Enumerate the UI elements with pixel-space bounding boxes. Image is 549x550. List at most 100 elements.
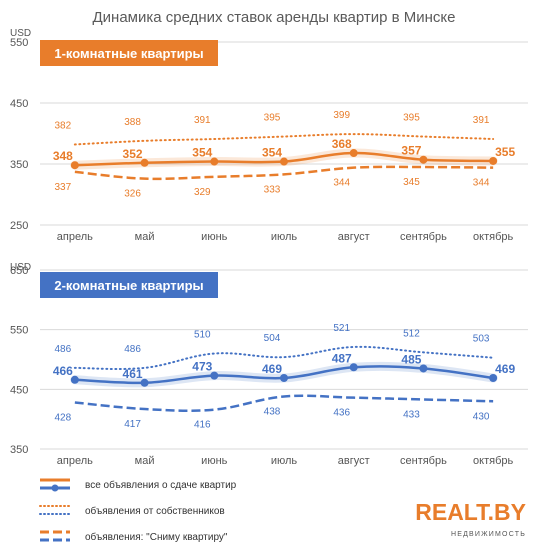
- panel-2-room: USD 350 450 550 650 2-комнатные квартиры 46…: [10, 262, 528, 467]
- chart-title: Динамика средних ставок аренды квартир в…: [93, 9, 456, 26]
- data-point: [140, 378, 149, 387]
- data-label: 399: [333, 110, 350, 121]
- y-ticks-1-room: 250 350 450 550: [10, 37, 28, 232]
- data-label: 357: [401, 144, 421, 158]
- y-ticks-2-room: 350 450 550 650: [10, 265, 28, 456]
- grid-2-room: [40, 269, 528, 450]
- data-label: 391: [473, 115, 490, 126]
- data-label: 428: [55, 412, 72, 423]
- panel-badge-1-room: [40, 40, 218, 66]
- data-labels-1-room: 348 352 354 354 368 357 355 382 388 391 395 399 395 3…: [53, 110, 516, 200]
- y-tick-label: 550: [10, 37, 28, 49]
- x-tick-label: август: [338, 231, 370, 243]
- x-tick-label: сентябрь: [400, 455, 447, 467]
- data-point: [140, 158, 149, 167]
- x-tick-label: апрель: [57, 231, 93, 243]
- data-label: 388: [124, 117, 141, 128]
- data-point: [210, 371, 219, 380]
- y-tick-label: 550: [10, 325, 28, 337]
- data-label: 503: [473, 334, 490, 345]
- data-label: 354: [192, 146, 212, 160]
- panel-badge-2-room: [40, 272, 218, 298]
- data-label: 395: [264, 113, 281, 124]
- data-point: [419, 364, 428, 373]
- data-labels-2-room: 466 461 473 469 487 485 469 486 486 510 504 521 512 5…: [53, 323, 516, 431]
- series-line-dashed: [74, 394, 494, 413]
- y-unit-label: USD: [10, 28, 31, 39]
- x-tick-label: июль: [271, 231, 298, 243]
- data-label: 510: [194, 330, 211, 341]
- legend-item-owners: объявления от собственников: [85, 505, 225, 517]
- data-point: [70, 375, 79, 384]
- x-tick-label: май: [135, 455, 155, 467]
- legend: все объявления о сдаче квартир объявлени…: [39, 478, 237, 543]
- x-tick-label: май: [135, 231, 155, 243]
- panel-label-2-room: 2-комнатные квартиры: [54, 278, 203, 293]
- data-label: 438: [264, 406, 281, 417]
- x-tick-label: апрель: [57, 455, 93, 467]
- data-label: 355: [495, 145, 515, 159]
- data-label: 469: [495, 362, 515, 376]
- brand-name: REALT.BY: [415, 499, 526, 525]
- legend-item-rent-request: объявления: "Сниму квартиру": [85, 531, 228, 543]
- data-label: 368: [332, 137, 352, 151]
- x-tick-label: октябрь: [473, 231, 513, 243]
- x-ticks-1-room: апрель май июнь июль август сентябрь октябрь: [57, 231, 514, 243]
- series-lines-2-room: [70, 345, 498, 413]
- data-label: 344: [473, 178, 490, 189]
- data-label: 395: [403, 113, 420, 124]
- panel-1-room: USD 250 350 450 550 1-комнатные квартиры 34…: [10, 28, 528, 243]
- data-point: [280, 157, 288, 166]
- data-label: 473: [192, 360, 212, 374]
- y-tick-label: 350: [10, 159, 28, 171]
- data-label: 433: [403, 409, 420, 420]
- y-tick-label: 350: [10, 444, 28, 456]
- data-label: 466: [53, 364, 73, 378]
- data-label: 486: [55, 344, 72, 355]
- y-tick-label: 450: [10, 384, 28, 396]
- data-point: [280, 373, 288, 382]
- data-label: 345: [403, 177, 420, 188]
- realt-by-logo: REALT.BY НЕДВИЖИМОСТЬ: [415, 499, 526, 538]
- series-lines-1-room: [70, 133, 498, 181]
- data-point: [70, 161, 79, 170]
- series-line-dashed: [74, 165, 494, 181]
- series-line-dotted: [73, 133, 495, 146]
- x-tick-label: июнь: [201, 455, 227, 467]
- data-label: 329: [194, 187, 211, 198]
- data-point: [210, 157, 219, 166]
- data-label: 417: [124, 419, 141, 430]
- panel-label-1-room: 1-комнатные квартиры: [54, 46, 203, 61]
- legend-item-all: все объявления о сдаче квартир: [85, 479, 237, 491]
- data-label: 430: [473, 411, 490, 422]
- data-label: 391: [194, 115, 211, 126]
- data-point: [419, 155, 428, 164]
- data-label: 354: [262, 146, 282, 160]
- data-point: [489, 373, 498, 382]
- data-label: 382: [55, 120, 72, 131]
- data-label: 461: [123, 367, 143, 381]
- data-label: 416: [194, 420, 211, 431]
- data-label: 487: [332, 351, 352, 365]
- x-ticks-2-room: апрель май июнь июль август сентябрь октябрь: [57, 455, 514, 467]
- y-tick-label: 450: [10, 98, 28, 110]
- series-line-dotted: [73, 345, 495, 370]
- brand-tagline: НЕДВИЖИМОСТЬ: [451, 531, 526, 538]
- data-label: 337: [55, 182, 72, 193]
- data-label: 348: [53, 149, 73, 163]
- data-label: 326: [124, 189, 141, 200]
- data-label: 469: [262, 362, 282, 376]
- y-unit-label: USD: [10, 262, 31, 273]
- data-label: 521: [333, 323, 350, 334]
- data-point: [489, 156, 498, 165]
- data-point: [349, 363, 358, 372]
- legend-marker: [51, 484, 59, 492]
- data-label: 512: [403, 328, 420, 339]
- y-tick-label: 250: [10, 220, 28, 232]
- data-label: 436: [333, 408, 350, 419]
- x-tick-label: сентябрь: [400, 231, 447, 243]
- data-label: 504: [264, 333, 281, 344]
- grid-1-room: [40, 41, 528, 226]
- y-tick-label: 650: [10, 265, 28, 277]
